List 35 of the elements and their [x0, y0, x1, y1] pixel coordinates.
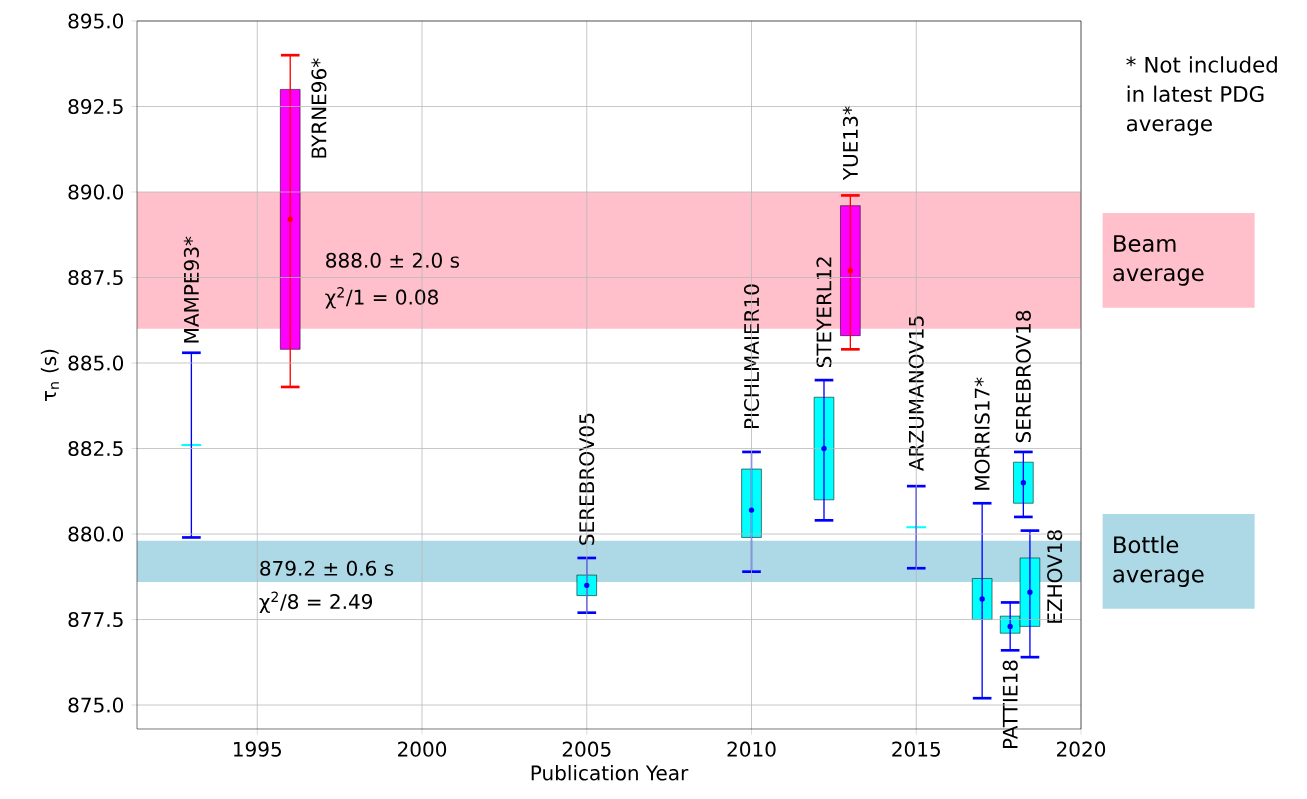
text: * Not included in latest PDG average [1126, 56, 1277, 136]
annotation: STEYERL12 [816, 257, 832, 368]
band-label: Bottle average [1113, 535, 1204, 588]
annotation: BYRNE96* [311, 58, 327, 158]
x-tick-label: 2010 [727, 741, 776, 757]
annotation: χ$^{2}$/1 = 0.08 [325, 287, 438, 309]
y-tick-label: 892.5 [68, 98, 123, 115]
y-tick-label: 880.0 [68, 526, 124, 542]
annotation: SEREBROV18 [1015, 310, 1031, 443]
annotation: MORRIS17* [974, 377, 990, 490]
annotation: EZHOV18 [1047, 530, 1063, 623]
y-tick-label: 882.5 [68, 440, 123, 457]
annotation: ARZUMANOV15 [908, 316, 924, 471]
x-axis-title: Publication Year [531, 765, 689, 781]
y-tick-label: 890.0 [68, 184, 124, 200]
annotation: χ$^{2}$/8 = 2.49 [259, 591, 373, 614]
x-tick-label: 2000 [398, 741, 447, 757]
y-tick-label: 875.0 [68, 697, 124, 713]
y-tick-label: 895.0 [68, 13, 124, 29]
band-label: Beam average [1113, 235, 1204, 286]
y-tick-label: 885.0 [68, 355, 124, 371]
annotation: YUE13* [842, 105, 858, 181]
y-tick-label: 877.5 [68, 611, 123, 628]
y-tick-label: 887.5 [68, 269, 123, 286]
y-axis-title: τ$_{n}$ (s) [40, 349, 59, 401]
annotation: PATTIE18 [1002, 660, 1018, 749]
annotation: 879.2 ± 0.6 s [260, 560, 394, 576]
x-tick-label: 2015 [892, 741, 940, 757]
x-tick-label: 1995 [234, 741, 281, 757]
x-tick-label: 2005 [562, 741, 611, 757]
annotation: 888.0 ± 2.0 s [326, 252, 460, 268]
annotation: MAMPE93* [183, 236, 199, 343]
annotation: PICHLMAIER10 [743, 284, 760, 429]
x-tick-label: 2020 [1057, 741, 1106, 757]
annotation: SEREBROV05 [579, 413, 595, 545]
